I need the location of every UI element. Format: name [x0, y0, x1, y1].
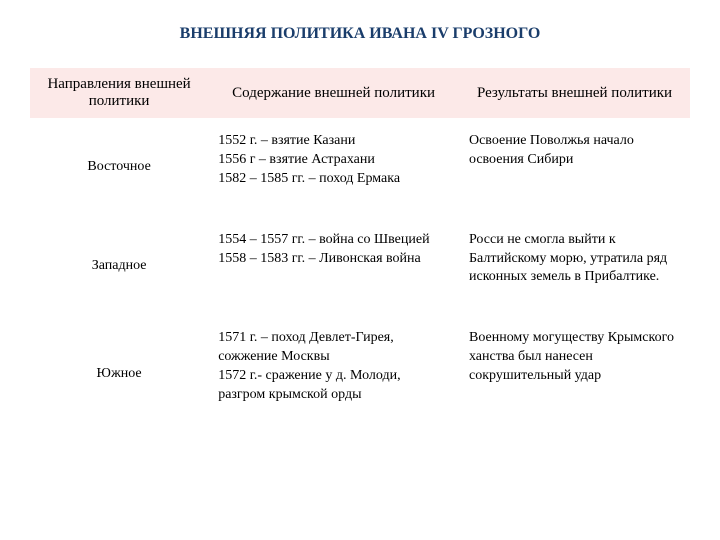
cell-results: Освоение Поволжья начало освоения Сибири — [459, 118, 690, 217]
cell-results: Военному могуществу Крымского ханства бы… — [459, 315, 690, 433]
cell-content: 1571 г. – поход Девлет-Гирея, сожжение М… — [208, 315, 459, 433]
cell-content: 1552 г. – взятие Казани1556 г – взятие А… — [208, 118, 459, 217]
header-results: Результаты внешней политики — [459, 68, 690, 118]
table-header-row: Направления внешней политики Содержание … — [30, 68, 690, 118]
table-row: Южное 1571 г. – поход Девлет-Гирея, сожж… — [30, 315, 690, 433]
table-row: Западное 1554 – 1557 гг. – война со Швец… — [30, 217, 690, 316]
cell-direction: Западное — [30, 217, 208, 316]
header-content: Содержание внешней политики — [208, 68, 459, 118]
header-direction: Направления внешней политики — [30, 68, 208, 118]
cell-content: 1554 – 1557 гг. – война со Швецией1558 –… — [208, 217, 459, 316]
page-title: ВНЕШНЯЯ ПОЛИТИКА ИВАНА IV ГРОЗНОГО — [30, 25, 690, 43]
cell-direction: Южное — [30, 315, 208, 433]
table-row: Восточное 1552 г. – взятие Казани1556 г … — [30, 118, 690, 217]
cell-results: Росси не смогла выйти к Балтийскому морю… — [459, 217, 690, 316]
cell-direction: Восточное — [30, 118, 208, 217]
policy-table: Направления внешней политики Содержание … — [30, 68, 690, 433]
